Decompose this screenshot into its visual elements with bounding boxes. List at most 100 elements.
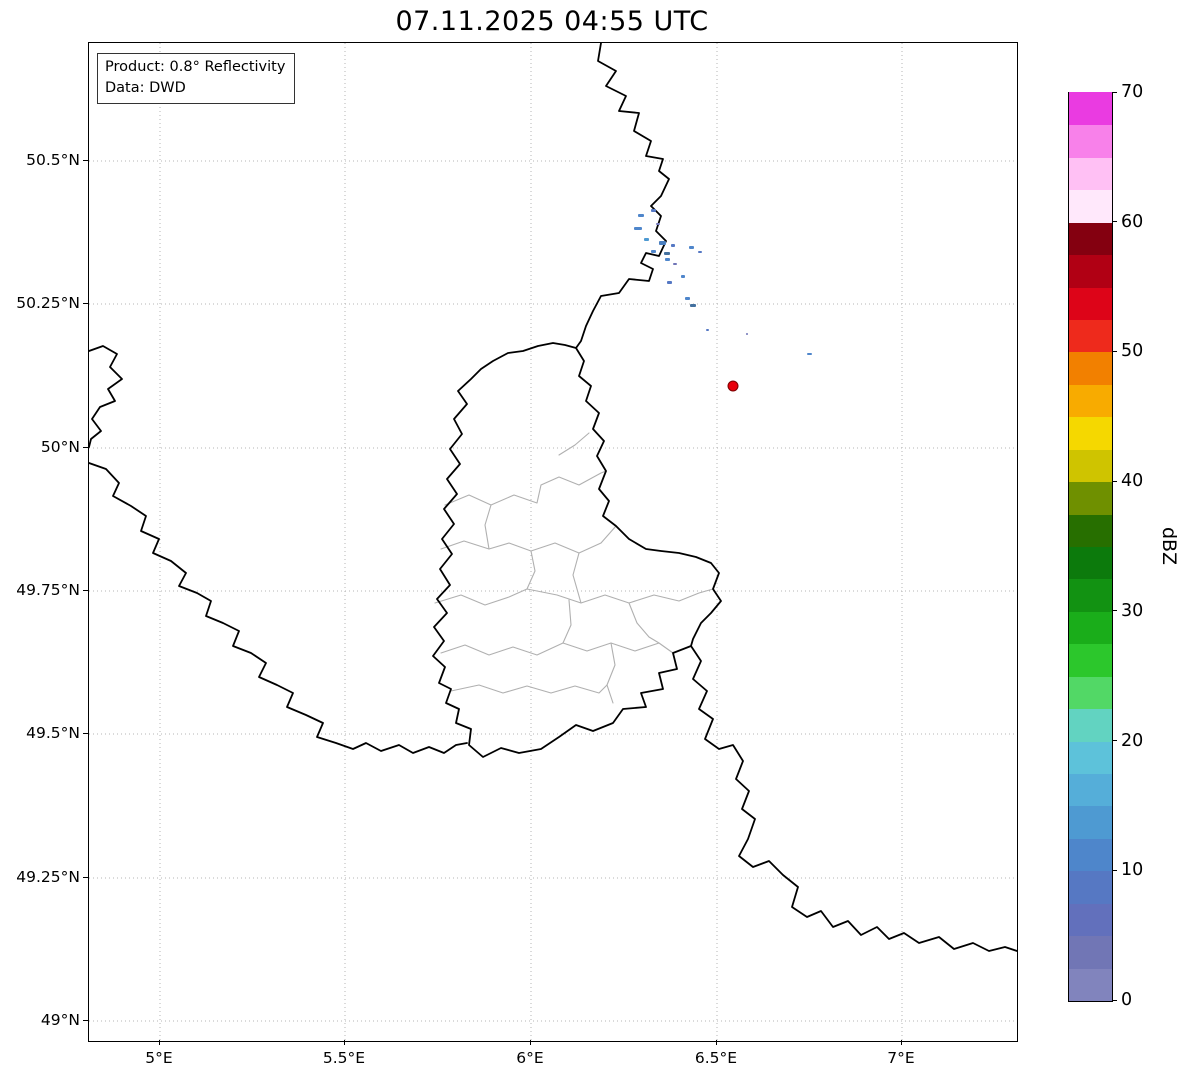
- y-tick-mark: [83, 733, 88, 734]
- colorbar-tick-label: 0: [1121, 990, 1133, 1010]
- colorbar-tick-mark: [1112, 350, 1117, 352]
- radar-echo: [664, 252, 670, 255]
- radar-echo: [659, 241, 666, 245]
- country-border-path: [89, 345, 123, 448]
- country-border-path: [690, 645, 1017, 952]
- data-source-label: Data: DWD: [105, 79, 186, 96]
- colorbar-tick-label: 40: [1121, 471, 1144, 492]
- admin-border-path: [440, 642, 674, 656]
- y-tick-label: 50°N: [40, 438, 80, 456]
- colorbar-segment: [1069, 383, 1112, 418]
- x-tick-mark: [344, 1040, 345, 1045]
- colorbar-segment: [1069, 805, 1112, 839]
- y-tick-mark: [83, 1020, 88, 1021]
- colorbar-tick-label: 30: [1121, 600, 1144, 621]
- y-tick-mark: [83, 303, 88, 304]
- admin-border-path: [606, 642, 616, 704]
- y-tick-mark: [83, 160, 88, 161]
- colorbar-tick-label: 20: [1121, 730, 1144, 751]
- colorbar-segment: [1069, 513, 1112, 547]
- y-tick-label: 49.75°N: [16, 581, 80, 599]
- admin-border-path: [484, 504, 492, 550]
- colorbar-segment: [1069, 286, 1112, 320]
- radar-echo: [673, 263, 677, 265]
- y-tick-mark: [83, 447, 88, 448]
- radar-echo: [667, 281, 672, 284]
- radar-echo: [671, 244, 675, 247]
- radar-echo: [690, 304, 696, 307]
- colorbar-segment: [1069, 124, 1112, 158]
- radar-echo: [634, 227, 642, 230]
- colorbar-segment: [1069, 675, 1112, 710]
- colorbar-segment: [1069, 869, 1112, 904]
- radar-echo: [706, 329, 709, 331]
- x-tick-mark: [530, 1040, 531, 1045]
- radar-map: [89, 43, 1017, 1041]
- colorbar-tick-label: 60: [1121, 211, 1144, 232]
- admin-border-path: [558, 432, 590, 456]
- x-tick-mark: [716, 1040, 717, 1045]
- admin-border-path: [450, 684, 608, 694]
- colorbar-tick-mark: [1112, 91, 1117, 93]
- product-info-box: Product: 0.8° Reflectivity Data: DWD: [97, 53, 296, 105]
- y-tick-label: 49°N: [40, 1011, 80, 1029]
- colorbar-segment: [1069, 415, 1112, 450]
- y-tick-mark: [83, 590, 88, 591]
- radar-echo: [665, 258, 670, 261]
- country-border-path: [89, 462, 468, 754]
- colorbar-segment: [1069, 967, 1112, 1001]
- colorbar-segment: [1069, 91, 1112, 126]
- colorbar-axis-label: dBZ: [1158, 526, 1180, 566]
- admin-border-path: [440, 525, 617, 554]
- country-border-path: [575, 43, 670, 349]
- y-tick-label: 50.5°N: [26, 151, 80, 169]
- colorbar-tick-mark: [1112, 869, 1117, 871]
- radar-echo: [638, 214, 644, 217]
- admin-border-path: [444, 470, 607, 506]
- x-tick-mark: [159, 1040, 160, 1045]
- colorbar-segment: [1069, 902, 1112, 937]
- colorbar-segment: [1069, 221, 1112, 256]
- radar-echo: [698, 251, 702, 253]
- x-tick-label: 6.5°E: [694, 1049, 738, 1067]
- colorbar-tick-mark: [1112, 610, 1117, 612]
- colorbar-segment: [1069, 351, 1112, 385]
- admin-border-path: [628, 602, 660, 644]
- colorbar-tick-mark: [1112, 740, 1117, 742]
- radar-echo: [651, 209, 656, 212]
- colorbar-segment: [1069, 772, 1112, 807]
- x-tick-mark: [901, 1040, 902, 1045]
- x-tick-label: 7°E: [887, 1049, 915, 1067]
- radar-echo: [681, 275, 685, 278]
- product-label: Product: 0.8° Reflectivity: [105, 59, 286, 75]
- radar-echo: [807, 353, 812, 355]
- colorbar-segment: [1069, 642, 1112, 677]
- colorbar-segment: [1069, 934, 1112, 969]
- colorbar-tick-label: 70: [1121, 82, 1144, 102]
- colorbar-segment: [1069, 837, 1112, 872]
- colorbar-segment: [1069, 253, 1112, 288]
- colorbar-tick-mark: [1112, 999, 1117, 1001]
- figure-title: 07.11.2025 04:55 UTC: [395, 6, 709, 37]
- colorbar-segment: [1069, 480, 1112, 515]
- colorbar-segment: [1069, 610, 1112, 645]
- map-plot-area: Product: 0.8° Reflectivity Data: DWD: [88, 42, 1018, 1042]
- radar-echo: [685, 297, 690, 300]
- x-tick-label: 6°E: [516, 1049, 544, 1067]
- radar-echo: [656, 223, 660, 225]
- admin-border-path: [434, 588, 714, 606]
- y-tick-label: 49.25°N: [16, 868, 80, 886]
- colorbar-tick-label: 10: [1121, 860, 1144, 881]
- country-border-path: [432, 342, 722, 758]
- colorbar-segment: [1069, 156, 1112, 191]
- y-tick-label: 49.5°N: [26, 724, 80, 742]
- radar-echo: [644, 238, 649, 241]
- y-tick-label: 50.25°N: [16, 294, 80, 312]
- x-tick-label: 5.5°E: [322, 1049, 366, 1067]
- colorbar-segment: [1069, 188, 1112, 223]
- colorbar-segment: [1069, 707, 1112, 742]
- radar-echo: [689, 246, 694, 249]
- colorbar: [1068, 91, 1113, 1002]
- radar-echo: [651, 250, 656, 253]
